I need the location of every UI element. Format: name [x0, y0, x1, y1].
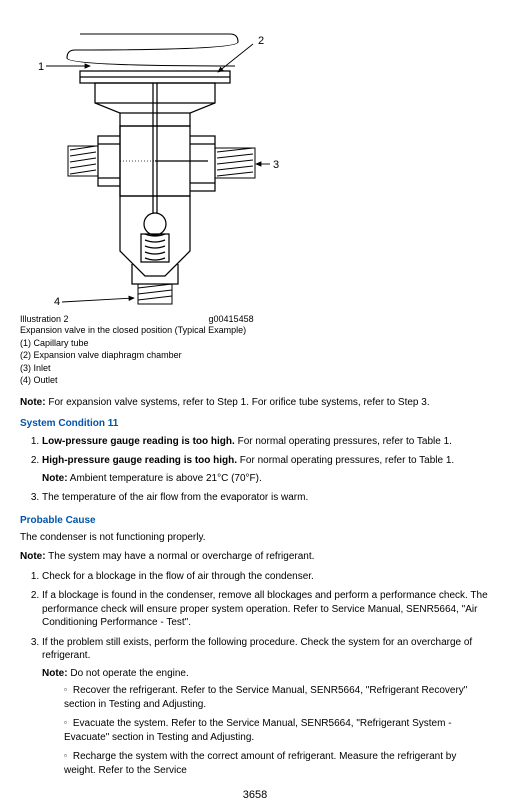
page-number: 3658: [20, 789, 490, 801]
note-label: Note:: [42, 473, 68, 484]
callout-1: 1: [38, 61, 44, 73]
callout-4: 4: [54, 296, 60, 306]
note-text: The system may have a normal or overchar…: [46, 551, 315, 562]
bullet-list: Recover the refrigerant. Refer to the Se…: [64, 684, 490, 777]
list-item: Low-pressure gauge reading is too high. …: [42, 435, 490, 449]
list-item-rest: For normal operating pressures, refer to…: [237, 455, 454, 466]
illustration-label-row: Illustration 2 g00415458: [20, 314, 490, 324]
system-condition-heading: System Condition 11: [20, 418, 490, 429]
probable-cause-heading: Probable Cause: [20, 515, 490, 526]
note-text: Do not operate the engine.: [68, 668, 189, 679]
expansion-valve-svg: 1 2 3 4: [20, 16, 280, 306]
list-item-bold: Low-pressure gauge reading is too high.: [42, 436, 235, 447]
illustration-figure: 1 2 3 4: [20, 16, 490, 306]
sub-note: Note: Ambient temperature is above 21°C …: [42, 472, 490, 486]
illustration-number: Illustration 2: [20, 314, 69, 324]
system-condition-list: Low-pressure gauge reading is too high. …: [42, 435, 490, 505]
caption-line: (1) Capillary tube: [20, 337, 490, 350]
probable-cause-steps: Check for a blockage in the flow of air …: [42, 570, 490, 778]
note-label: Note:: [42, 668, 68, 679]
caption-line: (4) Outlet: [20, 374, 490, 387]
illustration-caption: Expansion valve in the closed position (…: [20, 324, 490, 387]
note-text: Ambient temperature is above 21°C (70°F)…: [68, 473, 262, 484]
note-text: For expansion valve systems, refer to St…: [46, 397, 430, 408]
list-item-bold: High-pressure gauge reading is too high.: [42, 455, 237, 466]
note-label: Note:: [20, 551, 46, 562]
caption-line: (3) Inlet: [20, 362, 490, 375]
list-item-text: If the problem still exists, perform the…: [42, 637, 472, 662]
sub-note: Note: Do not operate the engine.: [42, 667, 490, 681]
note-paragraph: Note: For expansion valve systems, refer…: [20, 397, 490, 408]
note-label: Note:: [20, 397, 46, 408]
illustration-ref: g00415458: [209, 314, 254, 324]
probable-cause-text: The condenser is not functioning properl…: [20, 532, 490, 543]
callout-3: 3: [273, 159, 279, 171]
list-item-rest: For normal operating pressures, refer to…: [235, 436, 452, 447]
bullet-item: Recover the refrigerant. Refer to the Se…: [64, 684, 490, 711]
callout-2: 2: [258, 35, 264, 47]
bullet-item: Recharge the system with the correct amo…: [64, 750, 490, 777]
list-item: Check for a blockage in the flow of air …: [42, 570, 490, 584]
list-item: If a blockage is found in the condenser,…: [42, 589, 490, 630]
caption-line: (2) Expansion valve diaphragm chamber: [20, 349, 490, 362]
list-item: The temperature of the air flow from the…: [42, 491, 490, 505]
caption-line: Expansion valve in the closed position (…: [20, 324, 490, 337]
list-item: If the problem still exists, perform the…: [42, 636, 490, 778]
list-item: High-pressure gauge reading is too high.…: [42, 454, 490, 485]
note-paragraph: Note: The system may have a normal or ov…: [20, 551, 490, 562]
